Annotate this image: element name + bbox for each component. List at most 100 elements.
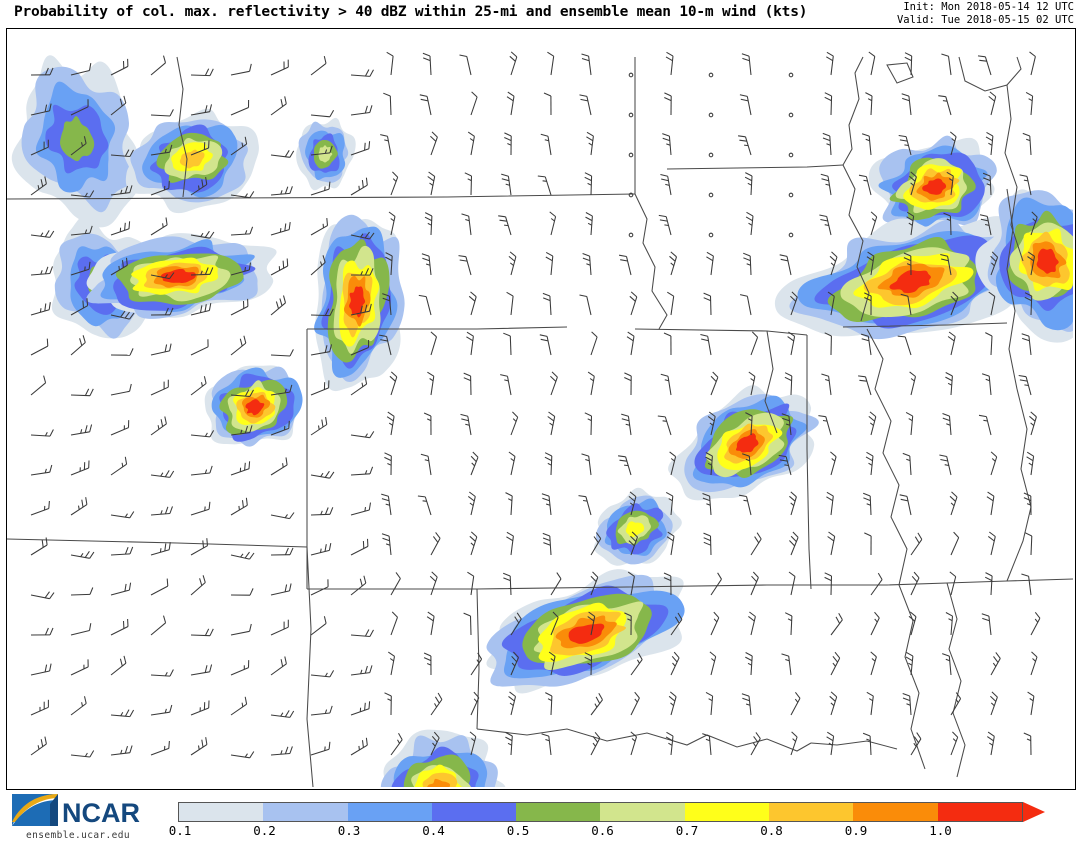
wind-barb [470,691,480,716]
wind-barb [822,132,832,156]
barb-staff [430,616,435,636]
barb-full [985,572,993,577]
colorbar[interactable]: 0.1 0.2 0.3 0.4 0.5 0.6 0.7 0.8 0.9 1.0 [169,802,1058,840]
barb-full [858,174,867,178]
ncar-logo[interactable]: NCAR ensemble.ucar.edu [10,792,170,841]
wind-barb [1030,611,1041,636]
barb-half [240,429,243,434]
barb-full [986,131,994,137]
barb-full [169,144,173,153]
barb-half [424,459,429,462]
barb-half [867,98,873,102]
wind-barb [827,291,835,316]
barb-half [1026,503,1032,506]
barb-full [165,217,168,225]
barb-half [991,262,995,267]
barb-full [626,336,634,342]
barb-full [423,657,432,662]
wind-barb [70,750,95,758]
barb-full [169,307,174,316]
wind-barb [788,72,794,78]
barb-full [794,691,801,699]
wind-barb [70,623,92,636]
wind-barb [419,94,432,116]
barb-full [209,664,213,672]
barb-full [830,451,837,458]
wind-barb [863,492,872,516]
wind-barb [988,291,996,316]
barb-staff [30,594,50,600]
barb-half [244,230,248,235]
barb-half [948,618,953,622]
barb-full [588,611,596,617]
barb-full [752,571,759,578]
barb-staff [350,509,370,516]
wind-barb [987,531,996,556]
barb-full [987,491,995,497]
barb-full [249,425,253,433]
wind-barb [270,222,291,236]
barb-full [582,253,590,257]
wind-barb [829,691,838,716]
barb-staff [510,657,519,676]
map-panel[interactable] [6,28,1076,790]
barb-half [422,500,427,502]
barb-half [240,553,244,558]
probability-contour-band [568,623,605,644]
barb-full [1022,337,1030,342]
barb-full [751,575,757,583]
barb-half [121,462,124,467]
logo-corner [50,794,58,826]
barb-full [84,388,90,396]
wind-barb [30,230,55,238]
wind-barb [390,732,403,756]
barb-half [1028,462,1033,466]
barb-full [468,295,476,302]
barb-half [910,378,915,382]
wind-barb [30,103,52,116]
barb-half [747,662,752,666]
barb-full [630,291,638,298]
barb-full [742,697,750,702]
barb-half [473,698,478,703]
barb-staff [150,711,170,716]
barb-full [84,551,90,558]
barb-full [432,536,439,543]
barb-staff [990,456,998,476]
barb-full [284,710,290,718]
barb-staff [30,670,50,676]
wind-barb [708,192,714,198]
barb-half [705,738,710,742]
wind-barb [748,371,756,396]
barb-full [665,491,674,497]
barb-full [1021,333,1030,337]
barb-staff [350,744,368,756]
barb-full [329,507,334,515]
barb-full [988,531,996,537]
wind-barb [190,140,210,156]
barb-full [430,135,437,142]
barb-full [585,212,593,217]
wind-barb [150,542,171,556]
wind-barb [750,331,759,356]
wind-barb [270,150,295,158]
barb-full [982,617,990,622]
barb-half [952,738,957,742]
barb-staff [430,576,438,596]
barb-half [1024,384,1029,387]
colorbar-tick: 0.6 [591,823,614,838]
wind-barb [906,211,915,236]
barb-staff [830,696,838,716]
barb-staff [350,634,370,638]
barb-staff [950,496,958,516]
barb-staff [1030,535,1033,556]
barb-staff [70,754,90,758]
barb-full [540,338,549,342]
wind-barb [590,731,601,756]
wind-barb [230,751,255,759]
wind-barb [30,464,53,476]
wind-barb [150,343,172,356]
barb-full [329,471,335,479]
wind-barb [905,651,914,676]
barb-staff [630,697,640,716]
